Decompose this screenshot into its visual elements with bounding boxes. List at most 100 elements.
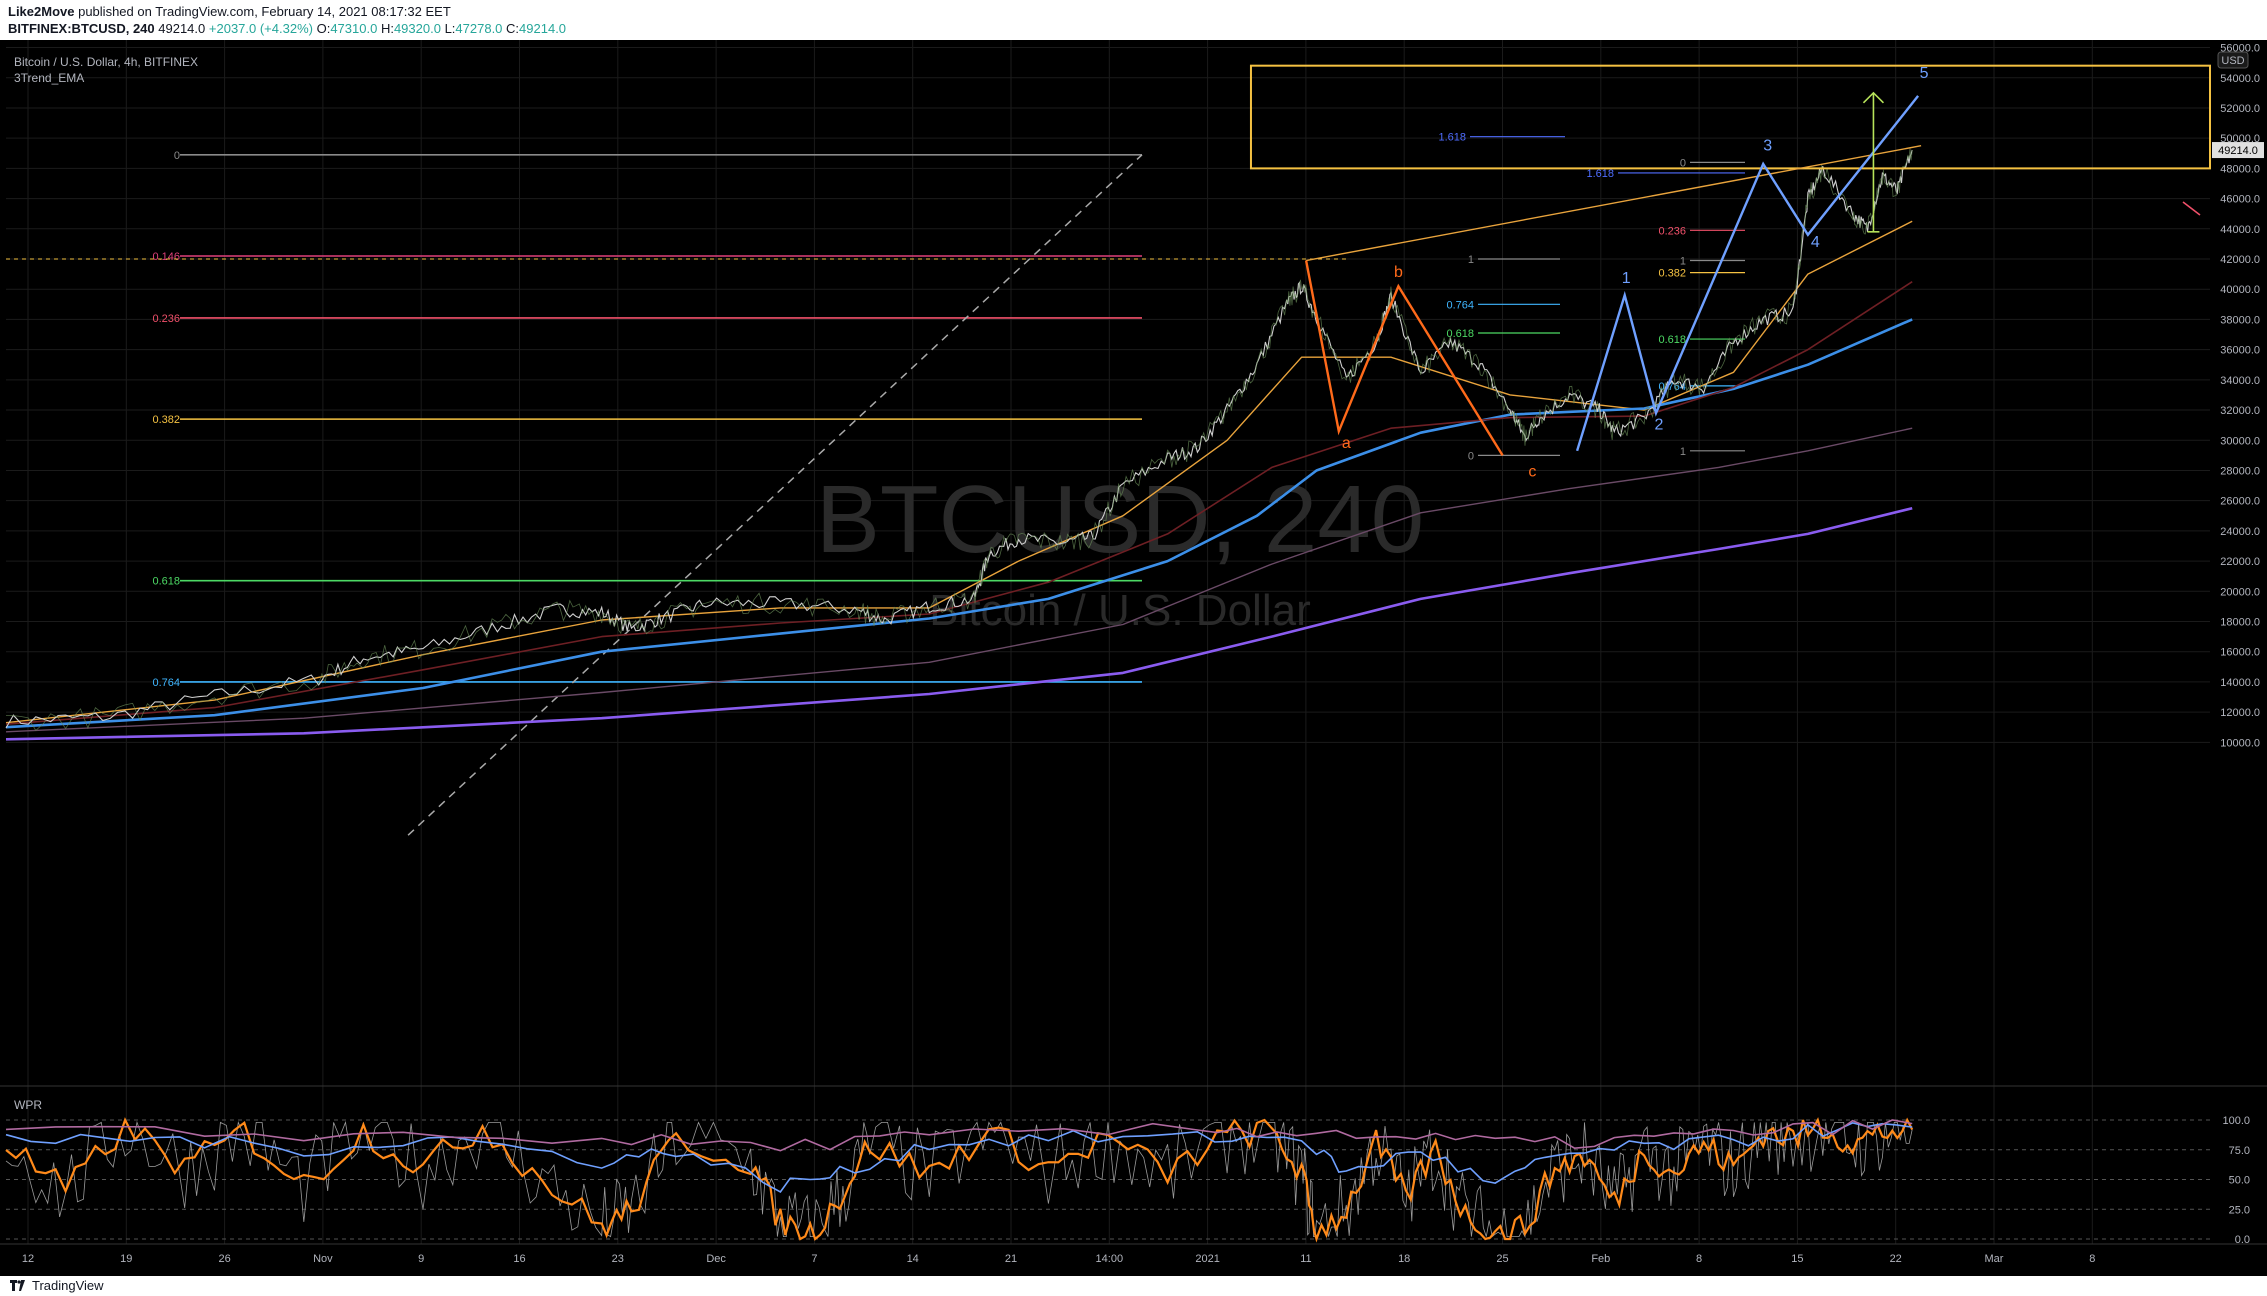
watermark-symbol: BTCUSD, 240 (816, 466, 1424, 573)
x-tick-label-8: 7 (811, 1253, 817, 1265)
x-tick-label-3: Nov (313, 1253, 333, 1265)
ohlc-close-value: 49214.0 (519, 21, 567, 36)
fib-right-label-3: 0.236 (1658, 225, 1686, 237)
wave-drawings: a b c 1 2 3 4 5 (1249, 64, 2211, 481)
price-series (5, 148, 1913, 732)
axes: 12 19 26 Nov 9 16 23 Dec 7 14 21 14:00 2021 11 18 25 Feb… (0, 43, 2267, 1265)
y-tick-label-21: 52000.0 (2220, 103, 2260, 115)
y-tick-label-4: 18000.0 (2220, 617, 2260, 629)
y-tick-label-9: 28000.0 (2220, 465, 2260, 477)
fib-mid-label-3: 0 (1468, 450, 1474, 462)
wave-abc-path (1304, 260, 1504, 457)
x-tick-label-21: 8 (2089, 1253, 2095, 1265)
oscillator-name: WPR (14, 1098, 42, 1112)
fib-left-label-0: 0 (174, 150, 180, 162)
price-pointer-mark (2182, 201, 2201, 216)
ohlc-open-value: 47310.0 (330, 21, 378, 36)
symbol-label: BITFINEX:BTCUSD, 240 (8, 21, 155, 36)
ema-line-2 (5, 506, 1913, 741)
publication-header: Like2Move published on TradingView.com, … (0, 0, 2267, 40)
x-tick-label-12: 2021 (1195, 1253, 1219, 1265)
indicator-name: 3Trend_EMA (14, 71, 84, 85)
ohlc-high-value: 49320.0 (393, 21, 441, 36)
fib-right-label-8: 1 (1680, 446, 1686, 458)
y-tick-label-14: 38000.0 (2220, 314, 2260, 326)
wave-label-2: 2 (1655, 417, 1664, 434)
x-tick-label-0: 12 (22, 1253, 34, 1265)
fib-right-label-1: 0 (1680, 157, 1686, 169)
fib-mid-label-2: 0.618 (1446, 328, 1474, 340)
y-tick-label-13: 36000.0 (2220, 345, 2260, 357)
x-tick-label-16: Feb (1591, 1253, 1610, 1265)
currency-badge[interactable] (2217, 51, 2249, 69)
wpr-tick-label-2: 50.0 (2229, 1175, 2250, 1187)
wpr-line-0 (5, 1117, 1914, 1243)
wpr-tick-label-3: 75.0 (2229, 1145, 2250, 1157)
y-tick-label-5: 20000.0 (2220, 586, 2260, 598)
y-tick-label-1: 12000.0 (2220, 707, 2260, 719)
y-tick-label-19: 48000.0 (2220, 163, 2260, 175)
wave-12345-path (1575, 95, 1920, 452)
wave-label-4: 4 (1811, 234, 1820, 251)
author-line: Like2Move published on TradingView.com, … (8, 4, 451, 19)
currency-label: USD (2221, 55, 2244, 67)
fib-left-label-1: 0.146 (152, 251, 180, 263)
chart-area[interactable]: BTCUSD, 240 Bitcoin / U.S. Dollar 0 0.146… (0, 40, 2267, 1276)
x-tick-label-13: 11 (1300, 1253, 1311, 1265)
wave-label-1: 1 (1622, 270, 1631, 287)
tradingview-logo-icon[interactable] (10, 1278, 26, 1292)
y-tick-label-12: 34000.0 (2220, 375, 2260, 387)
ema-lines (5, 220, 1913, 741)
y-tick-label-17: 44000.0 (2220, 224, 2260, 236)
last-price-tag (2212, 142, 2264, 159)
current-price: 49214.0 (158, 21, 206, 36)
fib-right-label-5: 0.382 (1658, 268, 1686, 280)
wave-label-c: c (1528, 464, 1536, 481)
watermark-name: Bitcoin / U.S. Dollar (929, 586, 1310, 635)
y-tick-label-8: 26000.0 (2220, 496, 2260, 508)
y-tick-label-15: 40000.0 (2220, 284, 2260, 296)
x-tick-label-17: 8 (1696, 1253, 1702, 1265)
fibonacci-levels: 0 0.146 0.236 0.382 0.618 0.764 1 0.764 0.618 0 1.… (6, 132, 1745, 836)
grid-lines (6, 40, 2210, 1244)
ema-line-3 (5, 281, 1913, 725)
chart-title: Bitcoin / U.S. Dollar, 4h, BITFINEX (14, 55, 198, 69)
wpr-panel (0, 1085, 2267, 1243)
x-tick-label-2: 26 (218, 1253, 230, 1265)
resistance-trendline (1305, 145, 1922, 262)
fib-right-label-0: 1.618 (1438, 132, 1466, 144)
ohlc-low-key: L: (444, 21, 456, 36)
wave-label-a: a (1342, 435, 1351, 452)
fib-right-label-4: 1 (1680, 256, 1686, 268)
x-tick-label-20: Mar (1985, 1253, 2004, 1265)
ohlc-close-key: C: (506, 21, 520, 36)
symbol-quote-line: BITFINEX:BTCUSD, 240 49214.0 +2037.0 (+4… (8, 21, 566, 36)
fib-left-label-3: 0.382 (152, 414, 180, 426)
ema-line-4 (5, 427, 1913, 733)
price-line-shadow (5, 148, 1913, 732)
projection-arrow-head (1862, 91, 1885, 104)
fib-left-label-2: 0.236 (152, 313, 180, 325)
x-tick-label-9: 14 (907, 1253, 919, 1265)
author-name[interactable]: Like2Move (8, 4, 75, 19)
y-tick-label-2: 14000.0 (2220, 677, 2260, 689)
brand-name[interactable]: TradingView (32, 1278, 104, 1293)
x-tick-label-19: 22 (1890, 1253, 1902, 1265)
ohlc-low-value: 47278.0 (455, 21, 503, 36)
fib-right-label-2: 1.618 (1586, 168, 1614, 180)
ema-line-1 (5, 318, 1913, 729)
x-tick-label-5: 16 (513, 1253, 525, 1265)
fib-mid-label-0: 1 (1468, 254, 1474, 266)
wpr-line-1 (5, 1122, 1913, 1193)
y-tick-label-3: 16000.0 (2220, 647, 2260, 659)
last-price-tag-label: 49214.0 (2218, 145, 2258, 157)
target-box (1249, 64, 2211, 170)
fib-left-label-5: 0.764 (152, 677, 180, 689)
x-tick-label-15: 25 (1496, 1253, 1508, 1265)
ema-line-0 (5, 220, 1913, 724)
published-text: published on TradingView.com, February 1… (74, 4, 451, 19)
wpr-tick-label-4: 100.0 (2222, 1115, 2250, 1127)
y-tick-label-10: 30000.0 (2220, 435, 2260, 447)
x-tick-label-10: 21 (1005, 1253, 1017, 1265)
chart-canvas[interactable]: BTCUSD, 240 Bitcoin / U.S. Dollar 0 0.146… (0, 40, 2267, 1276)
